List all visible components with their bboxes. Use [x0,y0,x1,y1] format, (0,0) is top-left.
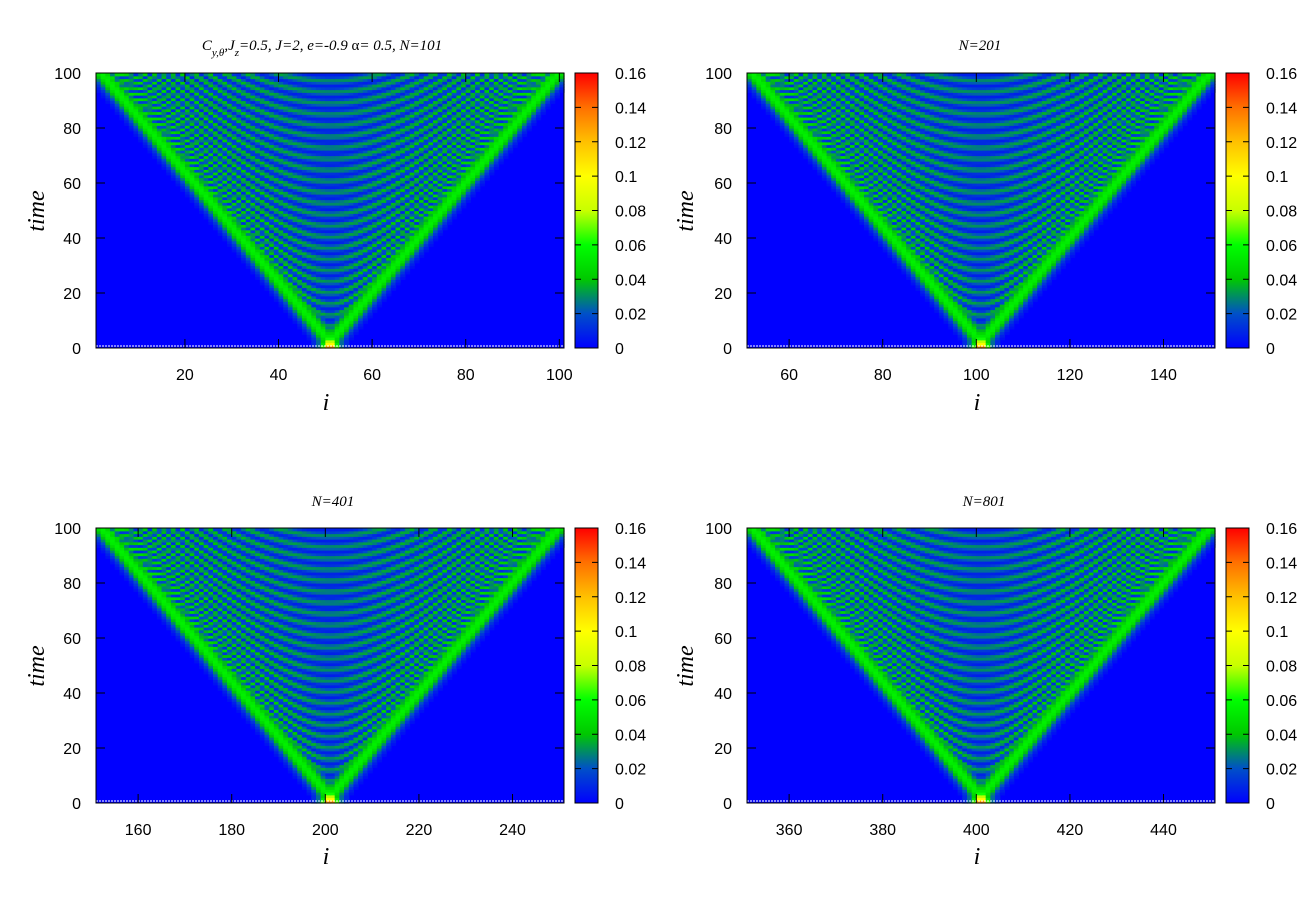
panel-1: Cy,θ,Jz=0.5, J=2, e=-0.9 α= 0.5, N=101 2… [24,38,646,416]
heatmap [96,73,565,349]
panel-title: Cy,θ,Jz=0.5, J=2, e=-0.9 α= 0.5, N=101 [202,38,442,59]
